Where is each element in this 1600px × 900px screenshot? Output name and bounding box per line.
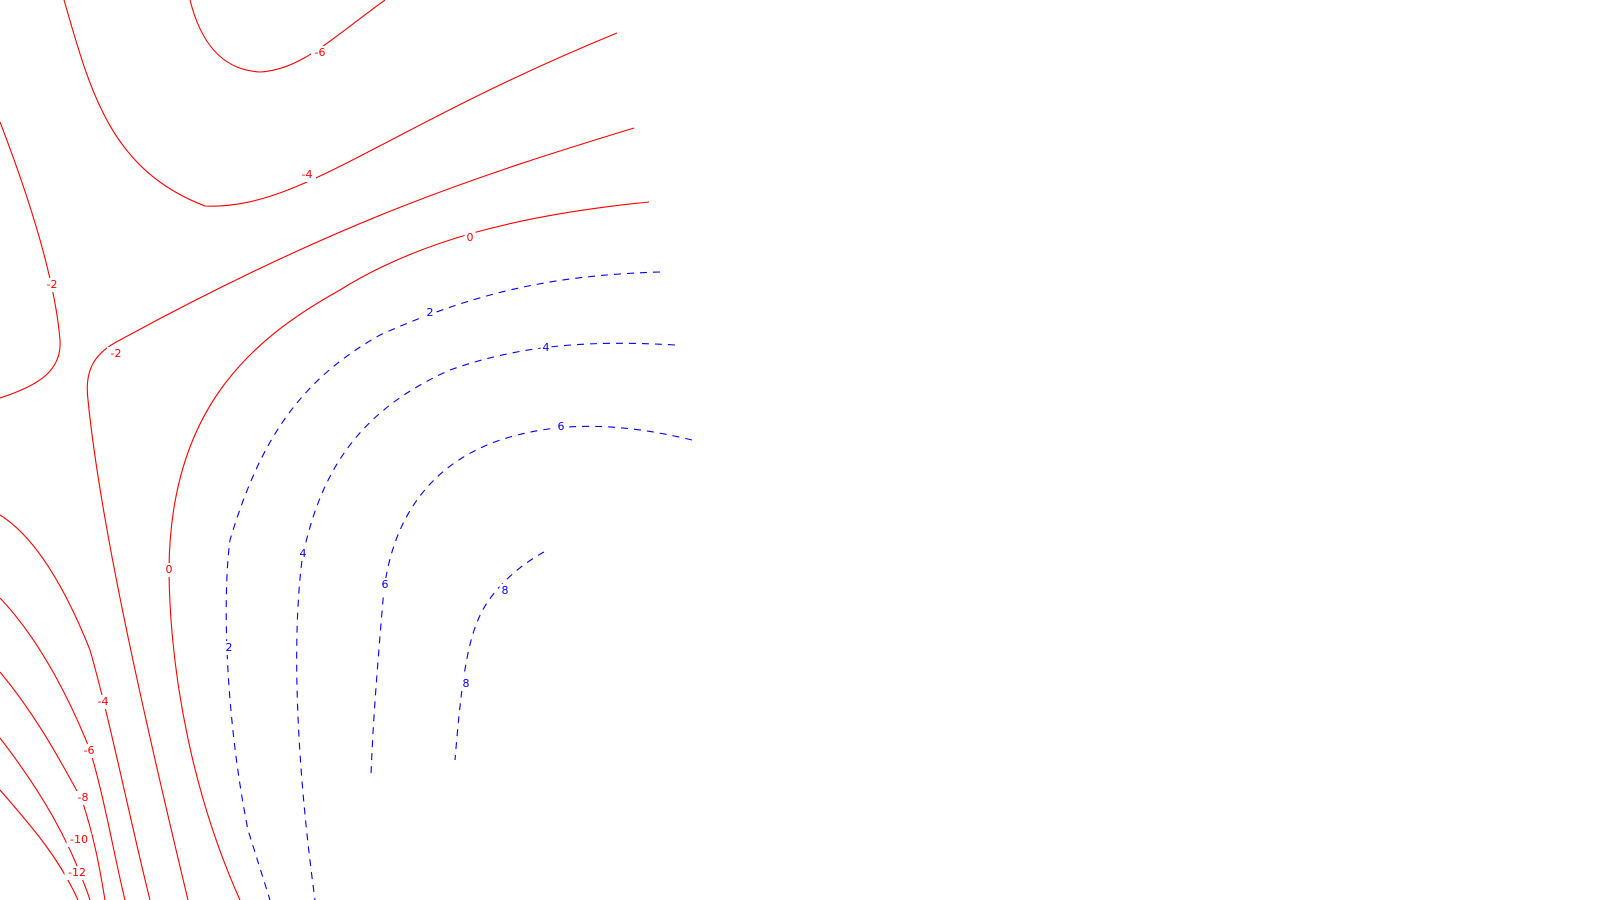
contour-label-bg: [64, 866, 90, 880]
contour-label-bg: [311, 46, 329, 60]
contour-label-neg2-mid: -2: [111, 347, 122, 360]
contour-line-pos8: [454, 551, 545, 761]
contour-labels: -6 -4 -2 -2 0 0 2 2 4 4 6 6 8 8 -4 -6 -8 -10 -12: [43, 46, 567, 880]
contour-label-pos8: 8: [463, 677, 470, 690]
contour-label-neg4-upper: -4: [302, 168, 313, 181]
contour-label-bg: [43, 278, 61, 292]
contour-line-neg2-mid: [86, 127, 635, 900]
contour-label-pos6: 6: [558, 420, 565, 433]
contour-label-pos2: 2: [226, 641, 233, 654]
contour-label-pos8: 8: [502, 584, 509, 597]
contour-label-bg: [80, 744, 98, 758]
contour-line-neg12-lower: [0, 789, 79, 900]
contour-line-neg2-left: [0, 121, 61, 399]
contour-label-bg: [555, 420, 567, 434]
contour-label-neg12-lower: -12: [68, 866, 86, 879]
contour-label-neg10-lower: -10: [70, 833, 88, 846]
contour-label-zero: 0: [166, 563, 173, 576]
contour-label-pos4: 4: [300, 547, 307, 560]
contour-label-bg: [107, 347, 125, 361]
contour-label-pos6: 6: [382, 578, 389, 591]
contour-line-neg4-lower: [0, 514, 151, 900]
contour-label-bg: [464, 231, 476, 245]
contour-label-bg: [223, 641, 235, 655]
contour-label-pos2: 2: [427, 306, 434, 319]
contour-label-bg: [297, 547, 309, 561]
contour-line-neg6-lower: [0, 597, 126, 900]
contour-label-pos4: 4: [543, 341, 550, 354]
contour-lines: [0, 0, 693, 900]
contour-label-neg2-left: -2: [47, 278, 58, 291]
contour-label-bg: [298, 168, 316, 182]
contour-label-bg: [94, 695, 112, 709]
contour-label-bg: [540, 341, 552, 355]
contour-label-neg4-lower: -4: [98, 695, 109, 708]
contour-label-neg6-lower: -6: [84, 744, 95, 757]
contour-line-pos2: [225, 271, 661, 900]
contour-label-bg: [163, 563, 175, 577]
contour-line-neg4-upper: [63, 0, 618, 207]
contour-label-neg8-lower: -8: [78, 791, 89, 804]
contour-label-bg: [379, 578, 391, 592]
contour-line-neg8-lower: [0, 671, 106, 900]
contour-line-zero: [168, 201, 650, 900]
contour-label-bg: [499, 584, 511, 598]
contour-label-bg: [66, 833, 92, 847]
contour-line-pos4: [296, 342, 676, 900]
contour-label-neg6-top: -6: [315, 46, 326, 59]
contour-label-bg: [424, 306, 436, 320]
contour-label-bg: [460, 677, 472, 691]
contour-line-pos6: [370, 425, 693, 776]
contour-line-neg6-top: [189, 0, 386, 73]
contour-label-bg: [74, 791, 92, 805]
contour-label-zero: 0: [467, 231, 474, 244]
